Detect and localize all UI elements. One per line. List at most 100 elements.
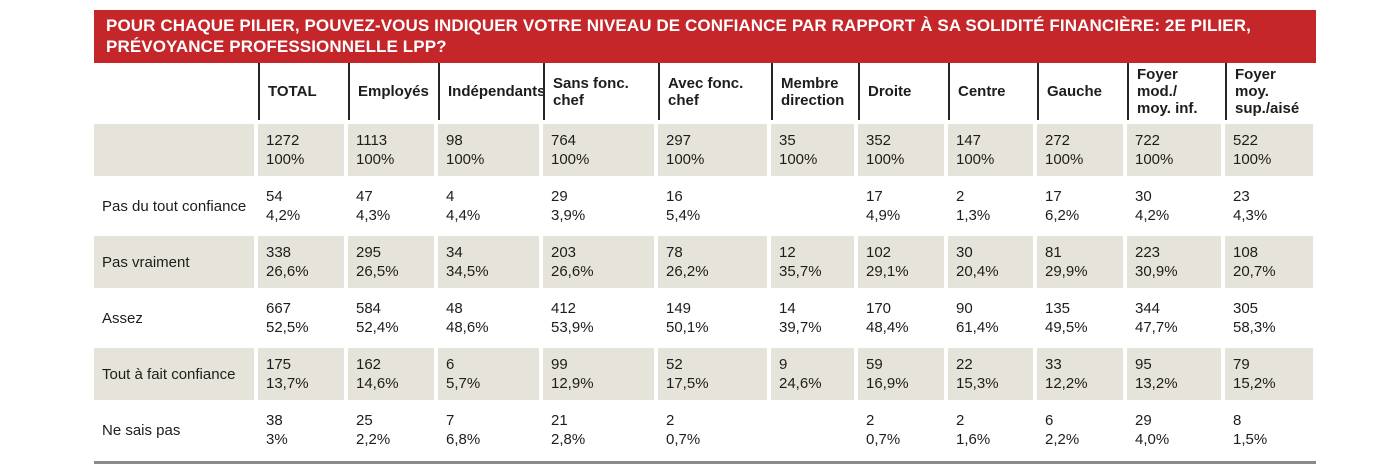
cell-percent: 100% — [666, 151, 705, 168]
row-label: Assez — [102, 309, 143, 327]
column-header: Gauche — [1037, 63, 1123, 120]
cell-count: 98 — [446, 132, 463, 149]
column-header: Sans fonc. chef — [543, 63, 654, 120]
data-cell: 16 5,4% — [658, 180, 767, 232]
data-cell: 764 100% — [543, 124, 654, 176]
cell-percent: 47,7% — [1135, 319, 1178, 336]
data-cell: 522 100% — [1225, 124, 1313, 176]
cell-percent: 5,4% — [666, 207, 701, 224]
cell-count: 47 — [356, 188, 373, 205]
cell-count: 305 — [1233, 300, 1259, 317]
cell-count: 17 — [1045, 188, 1062, 205]
data-cell — [771, 404, 854, 456]
cell-count: 272 — [1045, 132, 1071, 149]
cell-percent: 16,9% — [866, 375, 909, 392]
cell-count: 29 — [551, 188, 568, 205]
data-cell: 59 16,9% — [858, 348, 944, 400]
cell-count: 135 — [1045, 300, 1071, 317]
cell-percent: 26,6% — [551, 263, 594, 280]
cell-percent: 6,2% — [1045, 207, 1080, 224]
cell-count: 223 — [1135, 244, 1161, 261]
cell-count: 30 — [956, 244, 973, 261]
cell-count: 764 — [551, 132, 577, 149]
data-cell: 295 26,5% — [348, 236, 434, 288]
cell-percent: 29,1% — [866, 263, 909, 280]
data-cell — [771, 180, 854, 232]
cell-percent: 35,7% — [779, 263, 822, 280]
survey-crosstab: POUR CHAQUE PILIER, POUVEZ-VOUS INDIQUER… — [94, 10, 1316, 464]
cell-count: 25 — [356, 412, 373, 429]
data-cell: 30 4,2% — [1127, 180, 1221, 232]
data-cell: 29 4,0% — [1127, 404, 1221, 456]
cell-percent: 61,4% — [956, 319, 999, 336]
cell-count: 33 — [1045, 356, 1062, 373]
data-cell: 2 1,3% — [948, 180, 1033, 232]
data-cell: 4 4,4% — [438, 180, 539, 232]
data-cell: 17 6,2% — [1037, 180, 1123, 232]
data-cell: 170 48,4% — [858, 292, 944, 344]
cell-count: 8 — [1233, 412, 1242, 429]
cell-percent: 3% — [266, 431, 288, 448]
table-body: 1272 100% 1113 100% 98 100% 764 100% 297 100% 35 10… — [94, 124, 1316, 456]
cell-count: 12 — [779, 244, 796, 261]
cell-percent: 100% — [1045, 151, 1084, 168]
cell-count: 147 — [956, 132, 982, 149]
data-cell: 2 0,7% — [658, 404, 767, 456]
cell-count: 2 — [866, 412, 875, 429]
cell-count: 203 — [551, 244, 577, 261]
cell-count: 14 — [779, 300, 796, 317]
cell-percent: 53,9% — [551, 319, 594, 336]
cell-percent: 4,3% — [1233, 207, 1268, 224]
cell-percent: 3,9% — [551, 207, 586, 224]
table-row: Assez 667 52,5% 584 52,4% 48 48,6% 412 53,9% 149 5… — [94, 292, 1316, 344]
cell-percent: 13,2% — [1135, 375, 1178, 392]
cell-count: 108 — [1233, 244, 1259, 261]
cell-percent: 0,7% — [666, 431, 701, 448]
data-cell: 79 15,2% — [1225, 348, 1313, 400]
cell-percent: 1,5% — [1233, 431, 1268, 448]
data-cell: 338 26,6% — [258, 236, 344, 288]
data-cell: 9 24,6% — [771, 348, 854, 400]
cell-percent: 17,5% — [666, 375, 709, 392]
cell-percent: 49,5% — [1045, 319, 1088, 336]
data-cell: 29 3,9% — [543, 180, 654, 232]
data-cell: 98 100% — [438, 124, 539, 176]
data-cell: 21 2,8% — [543, 404, 654, 456]
table-row: Ne sais pas 38 3% 25 2,2% 7 6,8% 21 2,8% 2 0,7% 2 0,… — [94, 404, 1316, 456]
data-cell: 81 29,9% — [1037, 236, 1123, 288]
data-cell: 108 20,7% — [1225, 236, 1313, 288]
data-cell: 305 58,3% — [1225, 292, 1313, 344]
cell-count: 295 — [356, 244, 382, 261]
cell-count: 352 — [866, 132, 892, 149]
cell-percent: 14,6% — [356, 375, 399, 392]
data-cell: 352 100% — [858, 124, 944, 176]
table-row: Pas vraiment 338 26,6% 295 26,5% 34 34,5% 203 26… — [94, 236, 1316, 288]
cell-count: 338 — [266, 244, 292, 261]
data-cell: 1272 100% — [258, 124, 344, 176]
data-cell: 95 13,2% — [1127, 348, 1221, 400]
table-row: 1272 100% 1113 100% 98 100% 764 100% 297 100% 35 10… — [94, 124, 1316, 176]
data-cell: 35 100% — [771, 124, 854, 176]
cell-count: 2 — [666, 412, 675, 429]
cell-percent: 4,2% — [266, 207, 301, 224]
cell-percent: 100% — [1233, 151, 1272, 168]
data-cell: 14 39,7% — [771, 292, 854, 344]
cell-percent: 5,7% — [446, 375, 481, 392]
cell-percent: 1,3% — [956, 207, 991, 224]
cell-count: 29 — [1135, 412, 1152, 429]
row-label: Ne sais pas — [102, 421, 181, 439]
cell-percent: 1,6% — [956, 431, 991, 448]
cell-count: 102 — [866, 244, 892, 261]
cell-percent: 29,9% — [1045, 263, 1088, 280]
column-header: Indépendants — [438, 63, 546, 120]
cell-count: 149 — [666, 300, 692, 317]
data-cell: 8 1,5% — [1225, 404, 1313, 456]
table-title: POUR CHAQUE PILIER, POUVEZ-VOUS INDIQUER… — [106, 16, 1251, 56]
cell-percent: 100% — [1135, 151, 1174, 168]
data-cell: 30 20,4% — [948, 236, 1033, 288]
data-cell: 6 5,7% — [438, 348, 539, 400]
data-cell: 344 47,7% — [1127, 292, 1221, 344]
data-cell: 78 26,2% — [658, 236, 767, 288]
cell-count: 52 — [666, 356, 683, 373]
data-cell: 7 6,8% — [438, 404, 539, 456]
